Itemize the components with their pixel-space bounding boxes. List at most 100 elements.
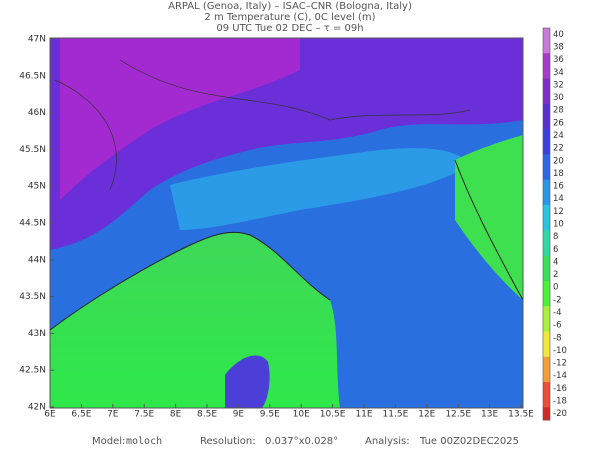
colorbar-swatch bbox=[543, 179, 550, 193]
map-field bbox=[50, 38, 523, 408]
colorbar-swatch bbox=[543, 53, 550, 67]
colorbar-label: 18 bbox=[553, 169, 564, 179]
colorbar-label: -18 bbox=[553, 397, 567, 407]
header-line: 09 UTC Tue 02 DEC – τ = 09h bbox=[216, 23, 363, 34]
lon-label: 7E bbox=[107, 410, 119, 420]
lon-label: 8E bbox=[170, 410, 182, 420]
po-valley-field bbox=[170, 148, 470, 230]
colorbar-swatch bbox=[543, 394, 550, 408]
lon-label: 10.5E bbox=[320, 410, 346, 420]
footer-text: 0.037°x0.028° bbox=[265, 436, 338, 447]
colorbar-swatch bbox=[543, 293, 550, 307]
colorbar-label: 38 bbox=[553, 42, 564, 52]
colorbar-swatch bbox=[543, 103, 550, 118]
colorbar-label: 4 bbox=[553, 257, 558, 267]
colorbar-label: 12 bbox=[553, 207, 564, 217]
colorbar-label: -16 bbox=[553, 384, 567, 394]
colorbar-swatch bbox=[543, 40, 550, 54]
lat-label: 43N bbox=[28, 329, 46, 339]
colorbar-swatch bbox=[543, 306, 550, 320]
colorbar-label: 28 bbox=[553, 106, 564, 116]
colorbar-label: -14 bbox=[553, 371, 567, 381]
colorbar-swatch bbox=[543, 205, 550, 219]
colorbar-label: 6 bbox=[553, 245, 558, 255]
lon-label: 12E bbox=[418, 410, 435, 420]
colorbar-swatch bbox=[543, 407, 550, 421]
colorbar-swatch bbox=[543, 344, 550, 358]
colorbar-swatch bbox=[543, 65, 550, 80]
lon-label: 11.5E bbox=[383, 410, 409, 420]
lon-label: 11E bbox=[355, 410, 372, 420]
lon-label: 8.5E bbox=[197, 410, 217, 420]
colorbar-label: -10 bbox=[553, 346, 567, 356]
lat-label: 45.5N bbox=[19, 145, 46, 155]
colorbar-swatch bbox=[543, 141, 550, 155]
footer-text: moloch bbox=[126, 436, 162, 447]
colorbar-label: 14 bbox=[553, 194, 564, 204]
colorbar-swatch bbox=[543, 268, 550, 282]
colorbar-swatch bbox=[543, 369, 550, 383]
high-alps-field bbox=[60, 38, 300, 200]
header: ARPAL (Genoa, Italy) – ISAC–CNR (Bologna… bbox=[168, 1, 412, 34]
colorbar-label: -6 bbox=[553, 321, 561, 331]
colorbar-swatch bbox=[543, 356, 550, 370]
footer-text: Analysis: bbox=[365, 436, 410, 447]
colorbar-label: 8 bbox=[553, 232, 558, 242]
colorbar-label: 32 bbox=[553, 80, 564, 90]
border bbox=[54, 59, 471, 191]
corsica-field bbox=[225, 355, 270, 408]
colorbar-label: -2 bbox=[553, 295, 561, 305]
lat-label: 45N bbox=[28, 182, 46, 192]
lon-label: 9E bbox=[233, 410, 245, 420]
lon-label: 6.5E bbox=[71, 410, 91, 420]
colorbar-label: 26 bbox=[553, 118, 564, 128]
colorbar-label: 22 bbox=[553, 144, 564, 154]
colorbar-label: 10 bbox=[553, 220, 564, 230]
colorbar-swatch bbox=[543, 192, 550, 206]
colorbar-swatch bbox=[543, 154, 550, 168]
header-line: 2 m Temperature (C), 0C level (m) bbox=[204, 12, 375, 23]
colorbar-label: -4 bbox=[553, 308, 561, 318]
lon-label: 9.5E bbox=[260, 410, 280, 420]
lat-label: 46N bbox=[28, 108, 46, 118]
colorbar-swatch bbox=[543, 167, 550, 181]
map-axes: 47N 46.5N 46N 45.5N 45N 44.5N 44N 43.5N 43N 42.5N… bbox=[19, 35, 534, 420]
colorbar-swatch bbox=[543, 28, 550, 42]
colorbar-label: 30 bbox=[553, 93, 564, 103]
lat-label: 42.5N bbox=[19, 366, 46, 376]
colorbar-swatch bbox=[543, 382, 550, 396]
footer: Model: moloch Resolution: 0.037°x0.028° Anal… bbox=[92, 436, 519, 447]
colorbar-swatch bbox=[543, 78, 550, 92]
footer-text: Model: bbox=[92, 436, 125, 447]
colorbar-swatch bbox=[543, 242, 550, 257]
colorbar-swatch bbox=[543, 116, 550, 130]
adriatic-field bbox=[455, 135, 523, 300]
lat-label: 44.5N bbox=[19, 219, 46, 229]
colorbar: 4038363432302826242220181614121086420-2-… bbox=[542, 27, 567, 421]
colorbar-label: 36 bbox=[553, 55, 564, 65]
colorbar-label: -12 bbox=[553, 359, 567, 369]
colorbar-label: 0 bbox=[553, 283, 558, 293]
colorbar-swatch bbox=[543, 255, 550, 269]
footer-text: Resolution: bbox=[200, 436, 256, 447]
coastline bbox=[50, 231, 331, 331]
colorbar-swatch bbox=[543, 230, 550, 244]
lon-label: 7.5E bbox=[134, 410, 154, 420]
footer-text: Tue 00Z02DEC2025 bbox=[419, 436, 519, 447]
colorbar-swatch bbox=[543, 129, 550, 143]
colorbar-swatch bbox=[543, 318, 550, 332]
colorbar-frame bbox=[542, 27, 551, 421]
lon-label: 13E bbox=[481, 410, 498, 420]
colorbar-label: -20 bbox=[553, 409, 567, 419]
colorbar-label: 24 bbox=[553, 131, 564, 141]
lon-label: 6E bbox=[44, 410, 56, 420]
colorbar-label: -8 bbox=[553, 333, 561, 343]
coastline bbox=[454, 159, 523, 301]
lat-label: 46.5N bbox=[19, 71, 46, 81]
colorbar-label: 20 bbox=[553, 156, 564, 166]
header-line: ARPAL (Genoa, Italy) – ISAC–CNR (Bologna… bbox=[168, 1, 412, 12]
lat-label: 42N bbox=[28, 403, 46, 413]
lat-label: 43.5N bbox=[19, 292, 46, 302]
lat-label: 44N bbox=[28, 255, 46, 265]
